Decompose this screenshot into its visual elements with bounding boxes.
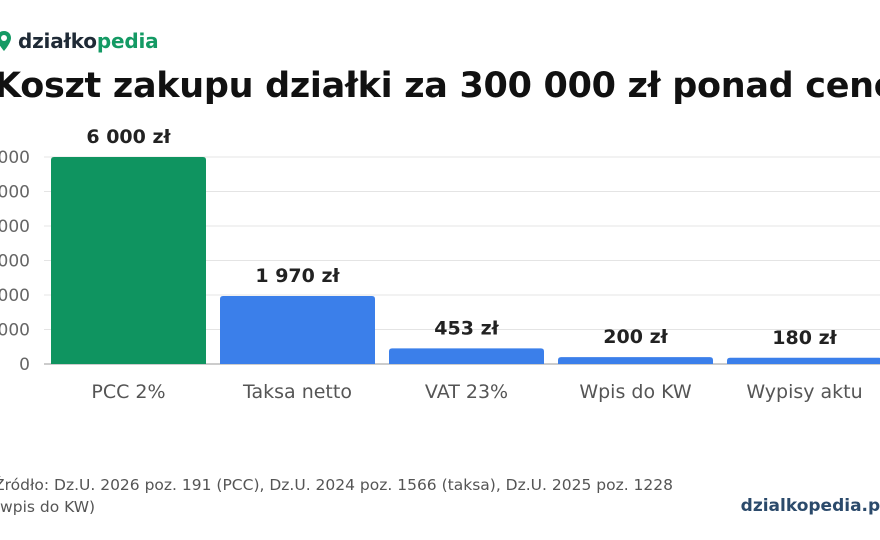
- x-tick-label: Taksa netto: [242, 381, 352, 403]
- data-label: 1 970 zł: [255, 265, 340, 287]
- y-tick-label: 2000: [0, 286, 30, 306]
- source-note: Źródło: Dz.U. 2026 poz. 191 (PCC), Dz.U.…: [0, 476, 674, 516]
- data-label: 200 zł: [603, 326, 668, 348]
- bar: [389, 348, 544, 364]
- bar: [558, 357, 713, 364]
- map-pin-icon: [0, 31, 11, 51]
- y-tick-label: 1000: [0, 321, 30, 341]
- x-tick-label: PCC 2%: [91, 381, 165, 403]
- y-tick-label: 5000: [0, 183, 30, 203]
- brand-name: działkopedia: [18, 29, 159, 53]
- x-tick-label: Wypisy aktu: [746, 381, 862, 403]
- site-url: dzialkopedia.pl: [740, 496, 880, 516]
- data-label: 6 000 zł: [86, 126, 171, 148]
- bar: [727, 357, 880, 364]
- chart-title: Koszt zakupu działki za 300 000 zł ponad…: [0, 66, 880, 106]
- data-label: 453 zł: [434, 317, 499, 339]
- brand-name-part2: pedia: [96, 29, 159, 53]
- y-tick-label: 0: [19, 355, 30, 375]
- brand-logo: działkopedia: [0, 28, 159, 54]
- y-tick-label: 4000: [0, 217, 30, 237]
- data-label: 180 zł: [772, 327, 837, 349]
- x-tick-label: Wpis do KW: [579, 381, 692, 403]
- brand-name-part1: działko: [18, 29, 97, 53]
- bar: [51, 157, 206, 364]
- bar: [220, 296, 375, 364]
- x-tick-label: VAT 23%: [425, 381, 508, 403]
